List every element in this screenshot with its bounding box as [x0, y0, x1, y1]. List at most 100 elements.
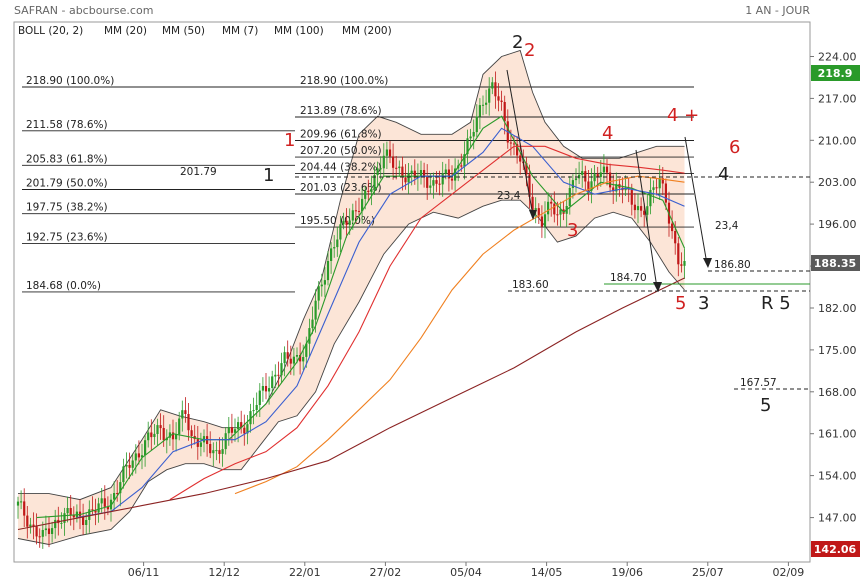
price-tag-top: 218.9 [818, 67, 853, 80]
candle-body [320, 284, 323, 287]
candles [16, 71, 686, 549]
fibo-left-label-6: 184.68 (0.0%) [26, 280, 101, 292]
y-tick-label: 203.00 [818, 176, 857, 189]
candle-body [162, 428, 165, 441]
candle-body [497, 96, 500, 101]
candle-body [584, 171, 587, 182]
candle-body [392, 156, 395, 168]
candle-body [227, 427, 230, 434]
candle-body [605, 166, 609, 173]
candle-body [488, 88, 491, 103]
candle-body [221, 449, 224, 454]
annotations: 23,4 23,4 186.80 184.70 183.60 167.57 20… [180, 32, 810, 416]
wave-5-black: 5 [760, 395, 771, 416]
price-tag-bottom-bg [811, 541, 860, 557]
candle-body [69, 508, 72, 516]
candle-body [100, 498, 103, 504]
candle-body [612, 187, 615, 192]
wave-r5: R 5 [761, 293, 791, 314]
bollinger-fill [18, 50, 685, 545]
candle-body [308, 328, 311, 344]
y-tick-label: 147.00 [818, 512, 857, 525]
candle-body [571, 180, 574, 188]
candle-body [345, 220, 348, 225]
candle-body [348, 220, 351, 225]
candle-body [432, 180, 435, 186]
candle-body [258, 390, 261, 405]
bollinger-upper [18, 49, 685, 501]
candle-body [664, 183, 667, 203]
ma-line-mm20 [76, 127, 685, 519]
candle-body [20, 501, 23, 503]
wave-4-red: 4 [602, 123, 613, 144]
x-tick-label: 12/12 [208, 566, 240, 579]
chart-title: SAFRAN - abcbourse.com [14, 4, 153, 17]
candle-body [116, 493, 119, 494]
candle-body [85, 520, 88, 525]
y-tick-label: 168.00 [818, 386, 857, 399]
candle-body [224, 433, 227, 450]
candle-body [444, 169, 447, 174]
y-tick-label: 161.00 [818, 428, 857, 441]
candle-body [23, 501, 26, 516]
candle-body [280, 363, 283, 376]
candle-body [655, 187, 658, 189]
candle-body [547, 201, 550, 215]
price-tags: 218.9 188.35 142.06 [811, 65, 860, 557]
candle-body [553, 203, 556, 215]
candle-body [379, 168, 382, 170]
candle-body [283, 352, 286, 364]
arrow-4plus-to-186 [684, 136, 708, 265]
y-tick-label: 175.00 [818, 344, 857, 357]
candle-body [395, 167, 398, 169]
x-tick-label: 05/04 [450, 566, 482, 579]
candle-body [441, 173, 444, 185]
candle-body [351, 210, 354, 221]
candle-body [88, 509, 91, 520]
candle-body [581, 171, 584, 175]
fibo-right-label-5: 201.03 (23.6%) [300, 182, 382, 194]
arrow-head-4plus [703, 258, 712, 268]
ma-line-mm50 [169, 145, 685, 501]
candle-body [578, 174, 581, 179]
bollinger-lower [17, 199, 685, 545]
wave-4-plus-red: 4 + [667, 105, 699, 126]
fibo-right-label-3: 207.20 (50.0%) [300, 145, 382, 157]
candle-body [264, 386, 268, 392]
wave-2-red: 2 [524, 40, 535, 61]
candle-body [413, 170, 416, 178]
candle-body [181, 410, 184, 419]
candle-body [342, 220, 345, 225]
candle-body [354, 210, 357, 212]
candle-body [187, 414, 190, 431]
wave-5-red: 5 [675, 293, 686, 314]
candle-body [199, 442, 202, 447]
y-tick-label: 196.00 [818, 218, 857, 231]
label-186-80: 186.80 [714, 259, 751, 271]
candle-body [550, 201, 553, 204]
y-tick-label: 154.00 [818, 470, 857, 483]
arrow-4-to-5 [635, 149, 658, 289]
x-tick-label: 06/11 [128, 566, 160, 579]
candle-body [63, 513, 66, 523]
candle-body [38, 536, 41, 538]
arrow-head-2-to-3 [529, 210, 537, 220]
candle-body [534, 208, 537, 210]
legend-mm7: MM (7) [222, 25, 258, 37]
candle-body [370, 188, 373, 193]
candle-body [438, 183, 441, 185]
candle-body [599, 172, 602, 178]
candle-body [525, 163, 528, 175]
candle-body [47, 528, 51, 534]
candle-body [103, 498, 106, 507]
candle-body [82, 516, 85, 525]
candle-body [559, 209, 562, 215]
moving-averages [17, 115, 686, 531]
candle-body [624, 188, 627, 191]
candle-body [184, 410, 187, 414]
candle-body [398, 166, 401, 169]
wave-3-black: 3 [698, 293, 709, 314]
candle-body [243, 427, 246, 434]
candle-body [190, 430, 193, 436]
candle-body [357, 210, 361, 212]
